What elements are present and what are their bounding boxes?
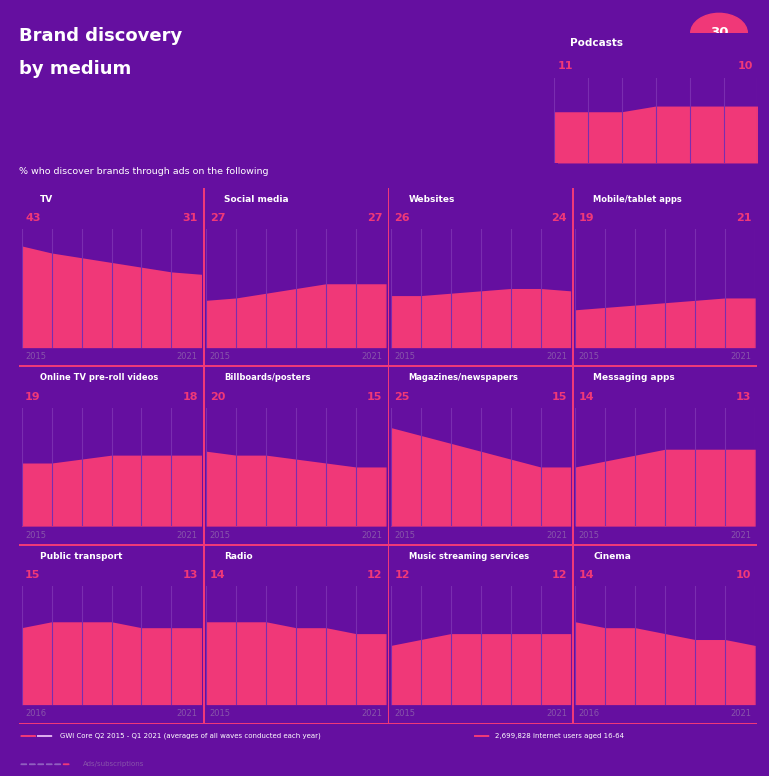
Text: 2021: 2021 xyxy=(546,352,567,362)
Text: Billboards/posters: Billboards/posters xyxy=(224,373,311,383)
Text: Ads/subscriptions: Ads/subscriptions xyxy=(83,761,144,767)
Text: Mobile/tablet apps: Mobile/tablet apps xyxy=(593,195,682,204)
Text: GWI Core Q2 2015 - Q1 2021 (averages of all waves conducted each year): GWI Core Q2 2015 - Q1 2021 (averages of … xyxy=(60,733,321,740)
Text: 2015: 2015 xyxy=(579,531,600,540)
Text: % who discover brands through ads on the following: % who discover brands through ads on the… xyxy=(19,167,268,176)
Text: 2021: 2021 xyxy=(177,352,198,362)
Text: 2015: 2015 xyxy=(579,352,600,362)
Text: 13: 13 xyxy=(182,570,198,580)
Text: Music streaming services: Music streaming services xyxy=(408,552,529,561)
Text: 12: 12 xyxy=(367,570,382,580)
Text: 27: 27 xyxy=(210,213,225,223)
Text: Brand discovery: Brand discovery xyxy=(19,27,182,45)
Circle shape xyxy=(691,13,747,53)
Text: Social media: Social media xyxy=(224,195,288,204)
Text: 2021: 2021 xyxy=(731,352,751,362)
Text: Radio: Radio xyxy=(224,552,253,561)
Text: 31: 31 xyxy=(182,213,198,223)
Text: 2021: 2021 xyxy=(177,531,198,540)
Text: 15: 15 xyxy=(367,392,382,402)
Text: 15: 15 xyxy=(551,392,567,402)
Text: 12: 12 xyxy=(551,570,567,580)
Text: 2015: 2015 xyxy=(210,709,231,719)
Text: 2021: 2021 xyxy=(731,531,751,540)
Text: 2021: 2021 xyxy=(177,709,198,719)
Text: TV: TV xyxy=(39,195,53,204)
Text: 2021: 2021 xyxy=(361,709,382,719)
Text: 24: 24 xyxy=(551,213,567,223)
Text: 14: 14 xyxy=(579,570,594,580)
Text: 10: 10 xyxy=(738,61,754,71)
Text: 13: 13 xyxy=(736,392,751,402)
Text: 2016: 2016 xyxy=(25,709,46,719)
Text: Messaging apps: Messaging apps xyxy=(593,373,675,383)
Text: 21: 21 xyxy=(736,213,751,223)
Text: Cinema: Cinema xyxy=(593,552,631,561)
Text: 18: 18 xyxy=(182,392,198,402)
Text: 2015: 2015 xyxy=(25,531,46,540)
Text: 30: 30 xyxy=(710,26,728,40)
Text: 19: 19 xyxy=(25,392,41,402)
Text: 11: 11 xyxy=(558,61,573,71)
Text: 27: 27 xyxy=(367,213,382,223)
Text: 2015: 2015 xyxy=(394,352,415,362)
Text: 2021: 2021 xyxy=(361,531,382,540)
Text: 19: 19 xyxy=(579,213,594,223)
Text: 2015: 2015 xyxy=(210,352,231,362)
Text: Magazines/newspapers: Magazines/newspapers xyxy=(408,373,518,383)
Text: 12: 12 xyxy=(394,570,410,580)
Text: 10: 10 xyxy=(736,570,751,580)
Text: Online TV pre-roll videos: Online TV pre-roll videos xyxy=(39,373,158,383)
Text: 2021: 2021 xyxy=(546,709,567,719)
Text: 14: 14 xyxy=(579,392,594,402)
Text: 2021: 2021 xyxy=(731,709,751,719)
Text: 2,699,828 internet users aged 16-64: 2,699,828 internet users aged 16-64 xyxy=(495,733,624,739)
Text: Public transport: Public transport xyxy=(39,552,122,561)
Text: 2015: 2015 xyxy=(394,709,415,719)
Text: Websites: Websites xyxy=(408,195,455,204)
Text: 2021: 2021 xyxy=(361,352,382,362)
Text: by medium: by medium xyxy=(19,61,131,78)
Text: Podcasts: Podcasts xyxy=(570,39,623,48)
Text: 15: 15 xyxy=(25,570,41,580)
Text: 2016: 2016 xyxy=(579,709,600,719)
Text: 20: 20 xyxy=(210,392,225,402)
Text: 2015: 2015 xyxy=(210,531,231,540)
Text: 43: 43 xyxy=(25,213,41,223)
Text: 2015: 2015 xyxy=(394,531,415,540)
Text: 25: 25 xyxy=(394,392,410,402)
Text: 26: 26 xyxy=(394,213,410,223)
Text: 2015: 2015 xyxy=(25,352,46,362)
Text: 2021: 2021 xyxy=(546,531,567,540)
Text: 14: 14 xyxy=(210,570,225,580)
